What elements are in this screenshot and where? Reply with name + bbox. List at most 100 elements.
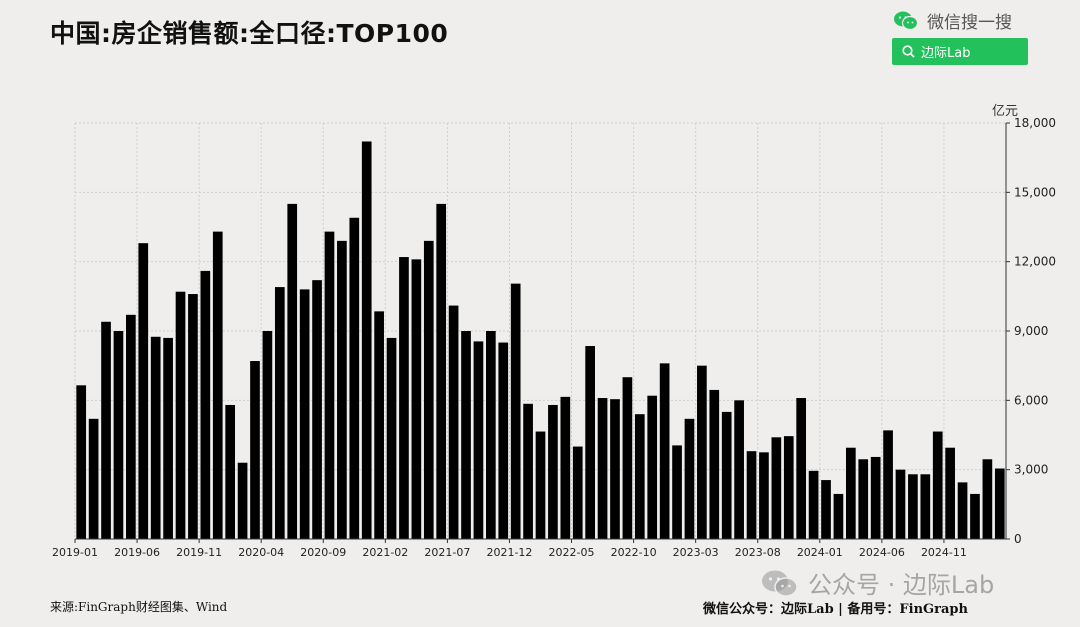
bar (349, 217, 360, 539)
bar (337, 240, 347, 539)
x-tick-label: 2019-11 (176, 546, 222, 559)
bar (498, 342, 509, 539)
bar (858, 459, 869, 539)
x-tick-label: 2024-11 (921, 546, 967, 559)
x-tick-label: 2022-10 (611, 546, 657, 559)
x-tick-label: 2021-07 (424, 546, 470, 559)
bar (970, 493, 980, 539)
bar (821, 480, 831, 539)
bar (647, 395, 658, 539)
bar (523, 403, 533, 539)
x-tick-label: 2022-05 (549, 546, 595, 559)
x-tick-label: 2021-02 (362, 546, 408, 559)
bar (262, 331, 273, 539)
bar (299, 289, 310, 539)
bar (423, 240, 434, 539)
bar (560, 396, 571, 539)
x-tick-label: 2020-09 (300, 546, 346, 559)
bar (386, 337, 397, 539)
bar (138, 243, 149, 539)
bar (510, 283, 521, 539)
wechat-icon (762, 570, 798, 597)
x-tick-label: 2023-08 (735, 546, 781, 559)
bar (597, 398, 608, 539)
bar (659, 363, 670, 539)
bar (771, 437, 782, 539)
bar (610, 399, 620, 539)
bar (113, 331, 124, 539)
source-note: 来源:FinGraph财经图集、Wind (50, 600, 228, 614)
y-tick-label: 3,000 (1014, 463, 1048, 477)
bar (697, 365, 707, 539)
bar (448, 305, 459, 539)
bar (126, 314, 136, 539)
bar (585, 346, 595, 539)
bar (634, 414, 645, 539)
y-tick-label: 18,000 (1014, 116, 1056, 130)
bar (175, 291, 186, 539)
search-icon (902, 45, 915, 58)
bar (883, 430, 893, 539)
bar (361, 141, 372, 539)
chart-title: 中国:房企销售额:全口径:TOP100 (50, 19, 449, 48)
bar (225, 404, 236, 539)
bar (895, 469, 906, 539)
bar (237, 462, 248, 539)
bar (212, 231, 223, 539)
bar (721, 411, 732, 539)
bar (287, 203, 298, 539)
y-tick-label: 0 (1014, 532, 1022, 546)
bar (548, 404, 558, 539)
bar (324, 231, 335, 539)
x-tick-label: 2019-06 (114, 546, 160, 559)
bar (746, 451, 757, 539)
watermark-text: 公众号 · 边际Lab (808, 571, 995, 599)
x-tick-label: 2021-12 (486, 546, 532, 559)
bar (945, 447, 955, 539)
bar (845, 447, 856, 539)
bar (783, 436, 794, 539)
bar (759, 452, 769, 539)
bar (486, 331, 496, 539)
bar (709, 389, 720, 539)
y-tick-label: 12,000 (1014, 255, 1056, 269)
bar (76, 385, 87, 539)
search-button[interactable]: 边际Lab (892, 38, 1028, 65)
y-axis-unit: 亿元 (992, 104, 1019, 119)
y-tick-label: 6,000 (1014, 393, 1048, 407)
bar (163, 337, 173, 539)
bar (808, 470, 819, 539)
bar (473, 341, 484, 539)
bar (957, 482, 968, 539)
bar (920, 474, 931, 539)
bar (870, 456, 881, 539)
bar (535, 431, 546, 539)
bar (88, 418, 99, 539)
watermark: 公众号 · 边际Lab (760, 565, 994, 600)
bar (684, 418, 695, 539)
bar (436, 203, 447, 539)
bar (374, 311, 384, 539)
bar (572, 446, 583, 539)
bar (908, 474, 918, 539)
bar (833, 493, 844, 539)
bar (672, 445, 682, 539)
bar (399, 257, 409, 539)
y-tick-label: 15,000 (1014, 185, 1056, 199)
bar (250, 361, 260, 539)
bar (200, 270, 211, 539)
search-button-label: 边际Lab (921, 46, 971, 61)
bar (982, 459, 993, 539)
bar (461, 331, 471, 539)
x-tick-label: 2019-01 (52, 546, 98, 559)
x-tick-label: 2024-01 (797, 546, 843, 559)
x-tick-label: 2024-06 (859, 546, 905, 559)
bar (796, 398, 807, 539)
x-tick-label: 2023-03 (673, 546, 719, 559)
footer-account-info: 微信公众号：边际Lab | 备用号：FinGraph (703, 602, 968, 617)
x-tick-label: 2020-04 (238, 546, 284, 559)
wechat-search-badge: 微信搜一搜 (893, 8, 1012, 33)
bar (622, 377, 633, 539)
bar (312, 280, 322, 539)
